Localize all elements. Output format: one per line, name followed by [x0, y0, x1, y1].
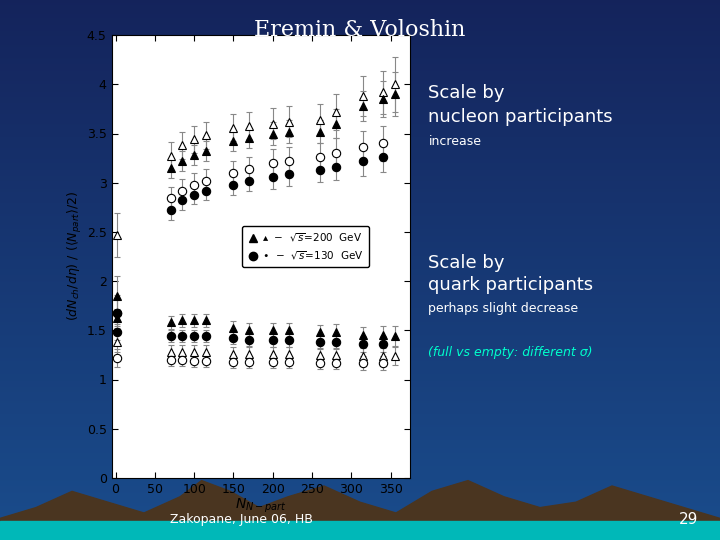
Text: increase: increase — [428, 135, 482, 148]
Text: 29: 29 — [679, 511, 698, 526]
Text: perhaps slight decrease: perhaps slight decrease — [428, 302, 579, 315]
Text: Scale by: Scale by — [428, 84, 505, 102]
X-axis label: $N_{N-part}$: $N_{N-part}$ — [235, 497, 287, 516]
Text: Zakopane, June 06, HB: Zakopane, June 06, HB — [170, 514, 312, 526]
Polygon shape — [0, 481, 720, 540]
Text: (full vs empty: different σ): (full vs empty: different σ) — [428, 346, 593, 359]
Text: Eremin & Voloshin: Eremin & Voloshin — [254, 19, 466, 41]
Y-axis label: $(dN_{ch}/d\eta)\ /\ (\langle N_{part}\rangle/2)$: $(dN_{ch}/d\eta)\ /\ (\langle N_{part}\r… — [66, 192, 84, 321]
Legend: $\blacktriangle$  $-$  $\sqrt{s}$=200  GeV, $\bullet$  $-$  $\sqrt{s}$=130  GeV: $\blacktriangle$ $-$ $\sqrt{s}$=200 GeV,… — [243, 226, 369, 267]
Text: quark participants: quark participants — [428, 276, 593, 294]
Text: Scale by: Scale by — [428, 254, 505, 272]
Polygon shape — [0, 521, 720, 540]
Text: nucleon participants: nucleon participants — [428, 108, 613, 126]
